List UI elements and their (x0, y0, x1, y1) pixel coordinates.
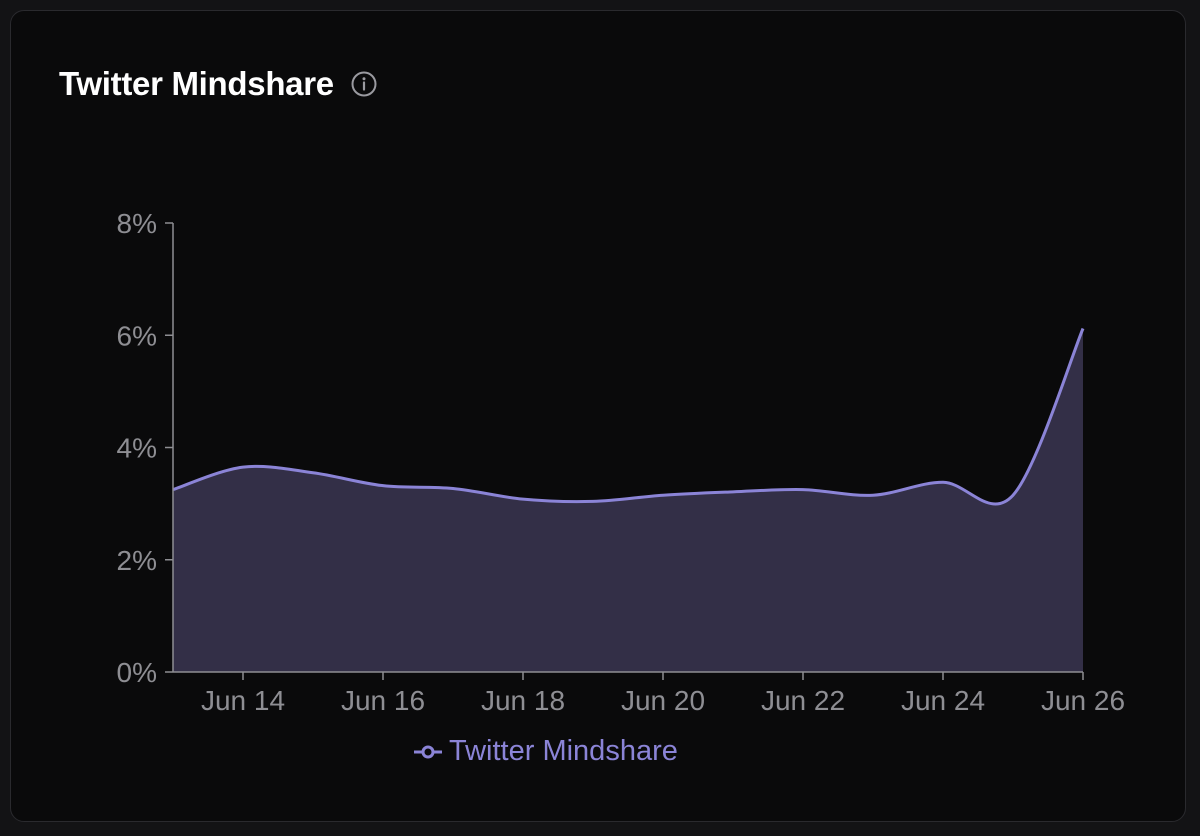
data-point[interactable] (377, 480, 389, 492)
data-point[interactable] (237, 461, 249, 473)
y-tick-label: 6% (117, 320, 157, 351)
data-point[interactable] (937, 476, 949, 488)
legend-line-icon (414, 745, 442, 758)
area-fill-twitter-mindshare (173, 328, 1083, 672)
chart-card: Twitter Mindshare Twitter Mindshare (10, 10, 1186, 822)
x-tick-label: Jun 18 (481, 685, 565, 716)
x-tick-label: Jun 26 (1041, 685, 1125, 716)
info-circle-icon[interactable] (350, 70, 378, 98)
x-tick-label: Jun 24 (901, 685, 985, 716)
data-point[interactable] (307, 467, 319, 479)
data-point[interactable] (517, 493, 529, 505)
data-point[interactable] (797, 484, 809, 496)
x-tick-label: Jun 20 (621, 685, 705, 716)
y-tick-label: 4% (117, 433, 157, 464)
data-point[interactable] (657, 489, 669, 501)
y-tick-label: 0% (117, 657, 157, 688)
x-tick-label: Jun 14 (201, 685, 285, 716)
data-point[interactable] (447, 482, 459, 494)
legend-item-twitter-mindshare[interactable]: Twitter Mindshare (413, 735, 678, 768)
series-line-twitter-mindshare[interactable] (172, 327, 1085, 506)
data-point[interactable] (727, 486, 739, 498)
data-point[interactable] (867, 489, 879, 501)
x-tick-label: Jun 16 (341, 685, 425, 716)
data-point[interactable] (1077, 323, 1089, 335)
chart-title: Twitter Mindshare (59, 65, 334, 102)
data-point[interactable] (587, 495, 599, 507)
chart-header: Twitter Mindshare (59, 65, 378, 103)
data-point[interactable] (1007, 489, 1019, 501)
x-tick-label: Jun 22 (761, 685, 845, 716)
legend-label: Twitter Mindshare (449, 735, 678, 767)
y-tick-label: 2% (117, 545, 157, 576)
y-tick-label: 8% (117, 208, 157, 239)
